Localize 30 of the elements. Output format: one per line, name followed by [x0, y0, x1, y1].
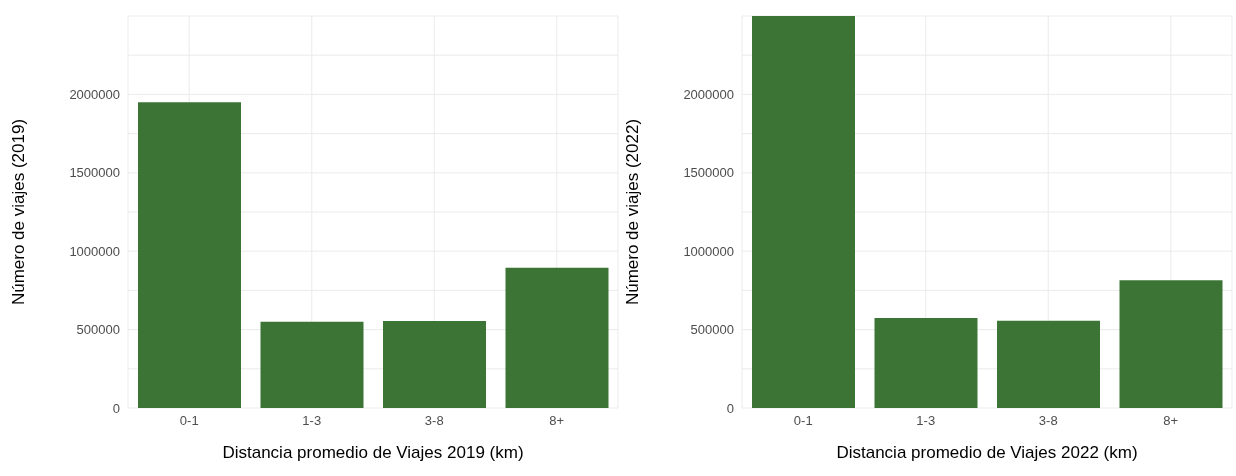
bar — [874, 318, 978, 408]
bar — [138, 102, 241, 408]
y-tick-label: 2000000 — [683, 87, 734, 103]
bar — [505, 267, 609, 408]
x-tick-label: 3-8 — [424, 413, 444, 429]
y-tick-label: 500000 — [76, 322, 120, 338]
x-axis-title: Distancia promedio de Viajes 2019 (km) — [222, 443, 524, 462]
x-tick-label: 0-1 — [793, 413, 813, 429]
x-tick-label: 1-3 — [916, 413, 936, 429]
x-tick-label: 8+ — [1163, 413, 1179, 429]
bar — [752, 16, 855, 408]
x-tick-label: 3-8 — [1038, 413, 1058, 429]
bar — [260, 321, 364, 408]
y-axis-title: Número de viajes (2022) — [623, 118, 643, 306]
y-tick-label: 1000000 — [69, 243, 120, 259]
bar — [383, 320, 486, 408]
bar — [997, 320, 1100, 408]
y-tick-label: 500000 — [690, 322, 734, 338]
x-tick-label: 8+ — [549, 413, 565, 429]
x-tick-label: 0-1 — [179, 413, 199, 429]
y-tick-label: 1000000 — [683, 243, 734, 259]
y-tick-label: 0 — [726, 400, 734, 416]
y-tick-label: 0 — [112, 400, 120, 416]
y-axis-title: Número de viajes (2019) — [9, 118, 29, 306]
y-tick-label: 1500000 — [683, 165, 734, 181]
bar — [1119, 280, 1223, 408]
x-axis-title: Distancia promedio de Viajes 2022 (km) — [836, 443, 1138, 462]
x-tick-label: 1-3 — [302, 413, 322, 429]
y-tick-label: 1500000 — [69, 165, 120, 181]
y-tick-label: 2000000 — [69, 87, 120, 103]
